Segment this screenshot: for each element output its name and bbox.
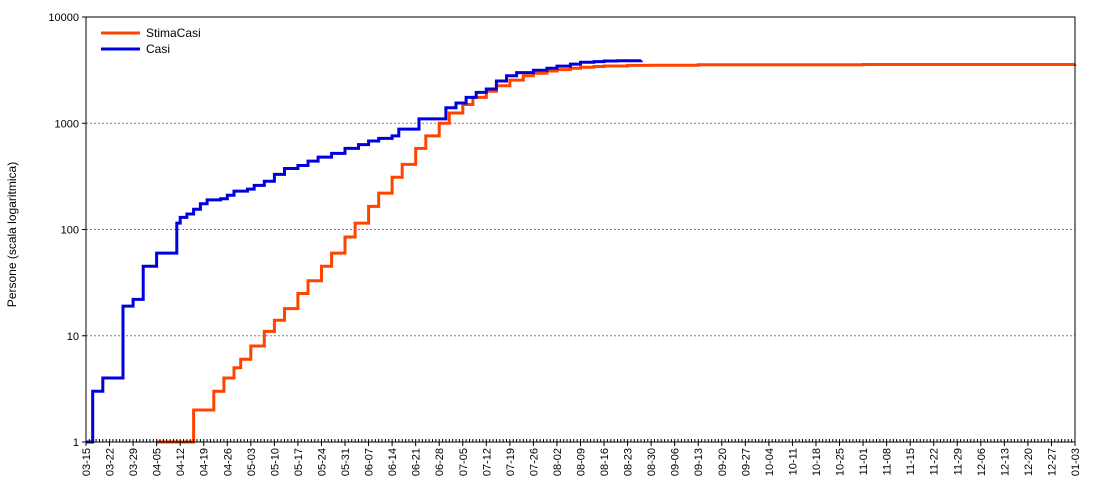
x-tick-label: 06-28 [434, 448, 446, 476]
x-tick-label: 11-08 [882, 448, 894, 475]
y-axis-title: Persone (scala logaritmica) [5, 162, 19, 307]
x-tick-label: 03-15 [81, 448, 93, 476]
x-tick-label: 11-01 [858, 448, 870, 475]
legend-label-casi: Casi [146, 42, 170, 56]
series-stimacasi [156, 63, 1077, 444]
x-tick-label: 04-05 [152, 448, 164, 476]
y-tick-label: 1 [73, 437, 79, 449]
x-tick-label: 06-21 [411, 448, 423, 476]
x-tick-label: 04-12 [175, 448, 187, 476]
x-tick-label: 05-31 [340, 448, 352, 476]
x-tick-label: 09-20 [717, 448, 729, 476]
series-line-stimacasi [156, 63, 1077, 444]
x-tick-label: 04-19 [199, 448, 211, 476]
series-casi [85, 59, 643, 444]
x-tick-label: 08-16 [599, 448, 611, 476]
x-tick-label: 08-30 [646, 448, 658, 476]
x-tick-label: 10-11 [787, 448, 799, 475]
y-tick-label: 10 [67, 331, 79, 343]
x-tick-label: 06-14 [387, 448, 399, 476]
series-layer [85, 59, 1077, 444]
x-tick-label: 12-27 [1046, 448, 1058, 476]
x-tick-label: 07-12 [481, 448, 493, 476]
grid-layer [86, 122, 1075, 337]
x-tick-label: 10-25 [835, 448, 847, 476]
x-tick-label: 05-03 [246, 448, 258, 476]
x-tick-label: 08-23 [623, 448, 635, 476]
x-tick-label: 01-03 [1070, 448, 1082, 476]
x-tick-label: 03-29 [128, 448, 140, 476]
x-tick-label: 05-17 [293, 448, 305, 476]
x-tick-label: 07-19 [505, 448, 517, 476]
x-tick-label: 10-18 [811, 448, 823, 476]
x-tick-label: 04-26 [222, 448, 234, 476]
x-tick-label: 09-06 [670, 448, 682, 476]
y-tick-label: 1000 [55, 118, 79, 130]
x-tick-label: 12-06 [976, 448, 988, 476]
x-tick-label: 05-10 [269, 448, 281, 476]
legend: StimaCasi Casi [96, 24, 201, 58]
legend-label-stimacasi: StimaCasi [146, 26, 201, 40]
x-axis: 03-15 03-22 03-29 04-05 04-12 04-19 04-26 05-03… [81, 439, 1082, 476]
x-tick-label: 11-15 [905, 448, 917, 475]
x-tick-label: 11-29 [952, 448, 964, 475]
y-axis: 1 10 100 1000 10000 [48, 12, 86, 449]
x-tick-label: 08-09 [576, 448, 588, 476]
x-tick-label: 10-04 [764, 448, 776, 476]
x-tick-label: 08-02 [552, 448, 564, 476]
x-tick-label: 12-20 [1023, 448, 1035, 476]
x-tick-label: 03-22 [105, 448, 117, 476]
series-line-casi [86, 59, 643, 444]
y-tick-label: 100 [61, 225, 79, 237]
x-tick-label: 06-07 [364, 448, 376, 476]
x-tick-label: 07-26 [528, 448, 540, 476]
x-tick-label: 07-05 [458, 448, 470, 476]
x-tick-label: 12-13 [999, 448, 1011, 476]
x-tick-label: 11-22 [929, 448, 941, 475]
x-tick-label: 05-24 [316, 448, 328, 476]
legend-background [96, 24, 188, 58]
y-tick-label: 10000 [48, 12, 79, 24]
x-tick-label: 09-27 [740, 448, 752, 476]
x-tick-label: 09-13 [693, 448, 705, 476]
